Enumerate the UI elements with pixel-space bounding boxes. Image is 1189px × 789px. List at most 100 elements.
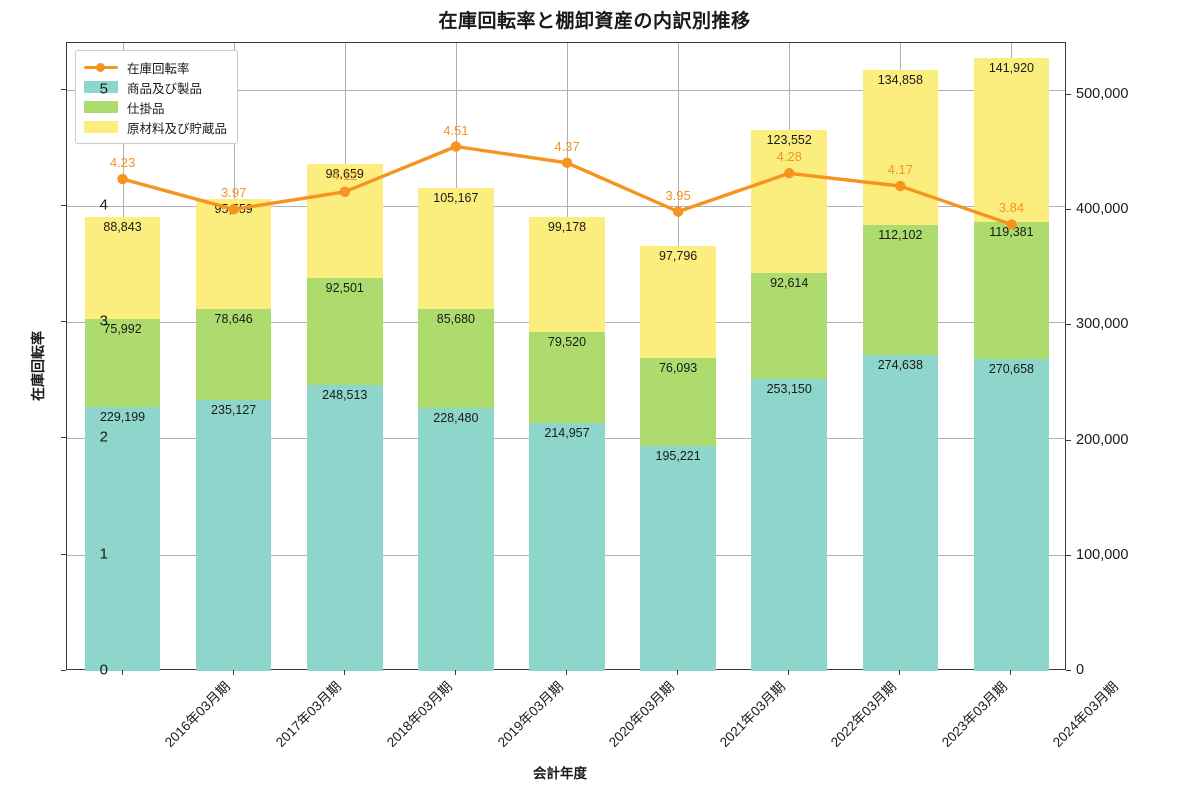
x-axis-tick-mark xyxy=(343,670,345,675)
bar-segment[interactable]: 92,614 xyxy=(751,272,827,380)
bar-segment[interactable]: 123,552 xyxy=(751,130,827,273)
bar-value-label: 228,480 xyxy=(433,410,479,425)
legend-label-line: 在庫回転率 xyxy=(127,61,190,76)
bar-value-label: 119,381 xyxy=(989,224,1034,239)
x-axis-tick-mark xyxy=(788,670,790,675)
bar-value-label: 92,614 xyxy=(770,275,809,290)
legend-item-merchandise[interactable]: 商品及び製品 xyxy=(84,77,227,97)
y-axis-right-tick-label: 400,000 xyxy=(1076,201,1129,218)
bar-segment[interactable]: 97,796 xyxy=(640,245,716,359)
bar-value-label: 97,796 xyxy=(658,248,698,263)
plot-area: 229,199 75,992 88,843 235,127 78,646 95,559 24… xyxy=(66,42,1066,671)
bar-segment[interactable]: 79,520 xyxy=(529,331,605,424)
bar-segment[interactable]: 253,150 xyxy=(751,379,827,671)
line-marker-icon xyxy=(84,61,118,73)
legend-label-materials: 原材料及び貯蔵品 xyxy=(127,121,228,136)
x-axis-tick-label: 2019年03月期 xyxy=(494,678,566,750)
legend-item-materials[interactable]: 原材料及び貯蔵品 xyxy=(84,117,227,137)
bar-segment[interactable]: 98,659 xyxy=(307,164,383,279)
bar-segment[interactable]: 141,920 xyxy=(973,58,1050,222)
legend-item-line[interactable]: 在庫回転率 xyxy=(84,57,227,77)
bar-segment[interactable]: 78,646 xyxy=(195,309,272,401)
swatch-icon-wip xyxy=(84,101,118,113)
x-axis-tick-mark xyxy=(1010,670,1012,675)
bar-value-label: 112,102 xyxy=(878,228,923,243)
y-axis-right-tick-label: 300,000 xyxy=(1076,316,1129,333)
bar-value-label: 253,150 xyxy=(766,382,812,397)
bar-value-label: 105,167 xyxy=(433,190,479,205)
bar-segment[interactable]: 75,992 xyxy=(84,319,161,407)
bar-segment[interactable]: 105,167 xyxy=(418,187,494,309)
bar-value-label: 76,093 xyxy=(658,361,698,376)
bar-segment[interactable]: 228,480 xyxy=(418,407,494,671)
bar-segment[interactable]: 76,093 xyxy=(640,358,716,447)
bar-segment[interactable]: 85,680 xyxy=(418,308,494,408)
legend-label-wip: 仕掛品 xyxy=(127,101,165,116)
bar-value-label: 98,659 xyxy=(325,167,364,182)
bar-segment[interactable]: 214,957 xyxy=(529,423,605,671)
bar-value-label: 95,559 xyxy=(214,202,253,217)
y-axis-left-tick-label: 1 xyxy=(99,545,108,563)
x-axis-tick-mark xyxy=(232,670,234,675)
bar-segment[interactable]: 134,858 xyxy=(862,69,939,226)
legend-label-merchandise: 商品及び製品 xyxy=(127,81,203,96)
bar-segment[interactable]: 119,381 xyxy=(973,221,1050,360)
y-axis-left-tick-mark xyxy=(61,88,66,90)
y-axis-right-tick-label: 500,000 xyxy=(1076,85,1129,102)
y-axis-left-tick-label: 0 xyxy=(99,661,108,679)
x-axis-tick-label: 2020年03月期 xyxy=(605,678,677,750)
bar-segment[interactable]: 248,513 xyxy=(307,384,383,671)
y-axis-left-tick-label: 5 xyxy=(99,80,108,98)
bar-value-label: 99,178 xyxy=(547,220,587,235)
x-axis-tick-mark xyxy=(677,670,679,675)
bar-segment[interactable]: 235,127 xyxy=(195,400,272,671)
y-axis-left-tick-mark xyxy=(61,670,66,671)
swatch-icon-materials xyxy=(84,121,118,133)
bar-value-label: 78,646 xyxy=(214,312,253,327)
y-axis-right-tick-mark xyxy=(1066,554,1071,556)
bar-value-label: 229,199 xyxy=(99,409,146,424)
bar-segment[interactable]: 270,658 xyxy=(973,359,1050,671)
y-axis-left-title: 在庫回転率 xyxy=(30,331,46,401)
x-axis-tick-label: 2018年03月期 xyxy=(383,678,455,750)
y-axis-right-tick-label: 100,000 xyxy=(1076,546,1129,563)
x-axis-title: 会計年度 xyxy=(533,766,587,781)
y-axis-left-tick-mark xyxy=(61,321,66,323)
bar-segment[interactable]: 92,501 xyxy=(307,278,383,385)
x-axis-tick-label: 2016年03月期 xyxy=(161,678,233,750)
legend[interactable]: 在庫回転率 商品及び製品 仕掛品 原材料及び貯蔵品 xyxy=(75,50,239,144)
bar-value-label: 88,843 xyxy=(103,219,142,234)
bar-value-label: 92,501 xyxy=(325,281,364,296)
y-axis-left-tick-label: 2 xyxy=(99,428,108,446)
x-axis-tick-label: 2022年03月期 xyxy=(828,678,900,750)
x-axis-tick-mark xyxy=(454,670,456,675)
y-axis-left-tick-mark xyxy=(61,437,66,439)
bar-segment[interactable]: 195,221 xyxy=(640,446,716,671)
y-axis-left-tick-mark xyxy=(61,553,66,555)
bar-segment[interactable]: 229,199 xyxy=(84,406,161,671)
bar-value-label: 214,957 xyxy=(544,426,590,441)
y-axis-right-tick-mark xyxy=(1066,670,1071,671)
bar-segment[interactable]: 88,843 xyxy=(84,216,161,320)
y-axis-right-tick-mark xyxy=(1066,93,1071,95)
legend-item-wip[interactable]: 仕掛品 xyxy=(84,97,227,117)
bar-segment[interactable]: 274,638 xyxy=(862,354,939,671)
y-axis-right-tick-mark xyxy=(1066,439,1071,441)
bar-value-label: 141,920 xyxy=(988,61,1035,76)
x-axis-tick-mark xyxy=(566,670,567,675)
bar-segment[interactable]: 112,102 xyxy=(862,225,939,355)
x-axis-tick-label: 2024年03月期 xyxy=(1050,678,1122,750)
bar-value-label: 79,520 xyxy=(547,334,587,349)
y-axis-right-tick-mark xyxy=(1066,324,1071,326)
bar-segment[interactable]: 95,559 xyxy=(195,199,272,310)
y-axis-left-tick-label: 3 xyxy=(99,312,108,330)
x-axis-tick-mark xyxy=(121,670,123,675)
x-axis-tick-label: 2023年03月期 xyxy=(939,678,1011,750)
y-axis-right-tick-mark xyxy=(1066,209,1071,211)
bar-value-label: 123,552 xyxy=(766,133,812,148)
bar-segment[interactable]: 99,178 xyxy=(529,217,605,332)
y-axis-left-tick-label: 4 xyxy=(99,196,108,214)
bar-value-label: 85,680 xyxy=(436,311,475,326)
gridline-horizontal xyxy=(67,89,1065,91)
